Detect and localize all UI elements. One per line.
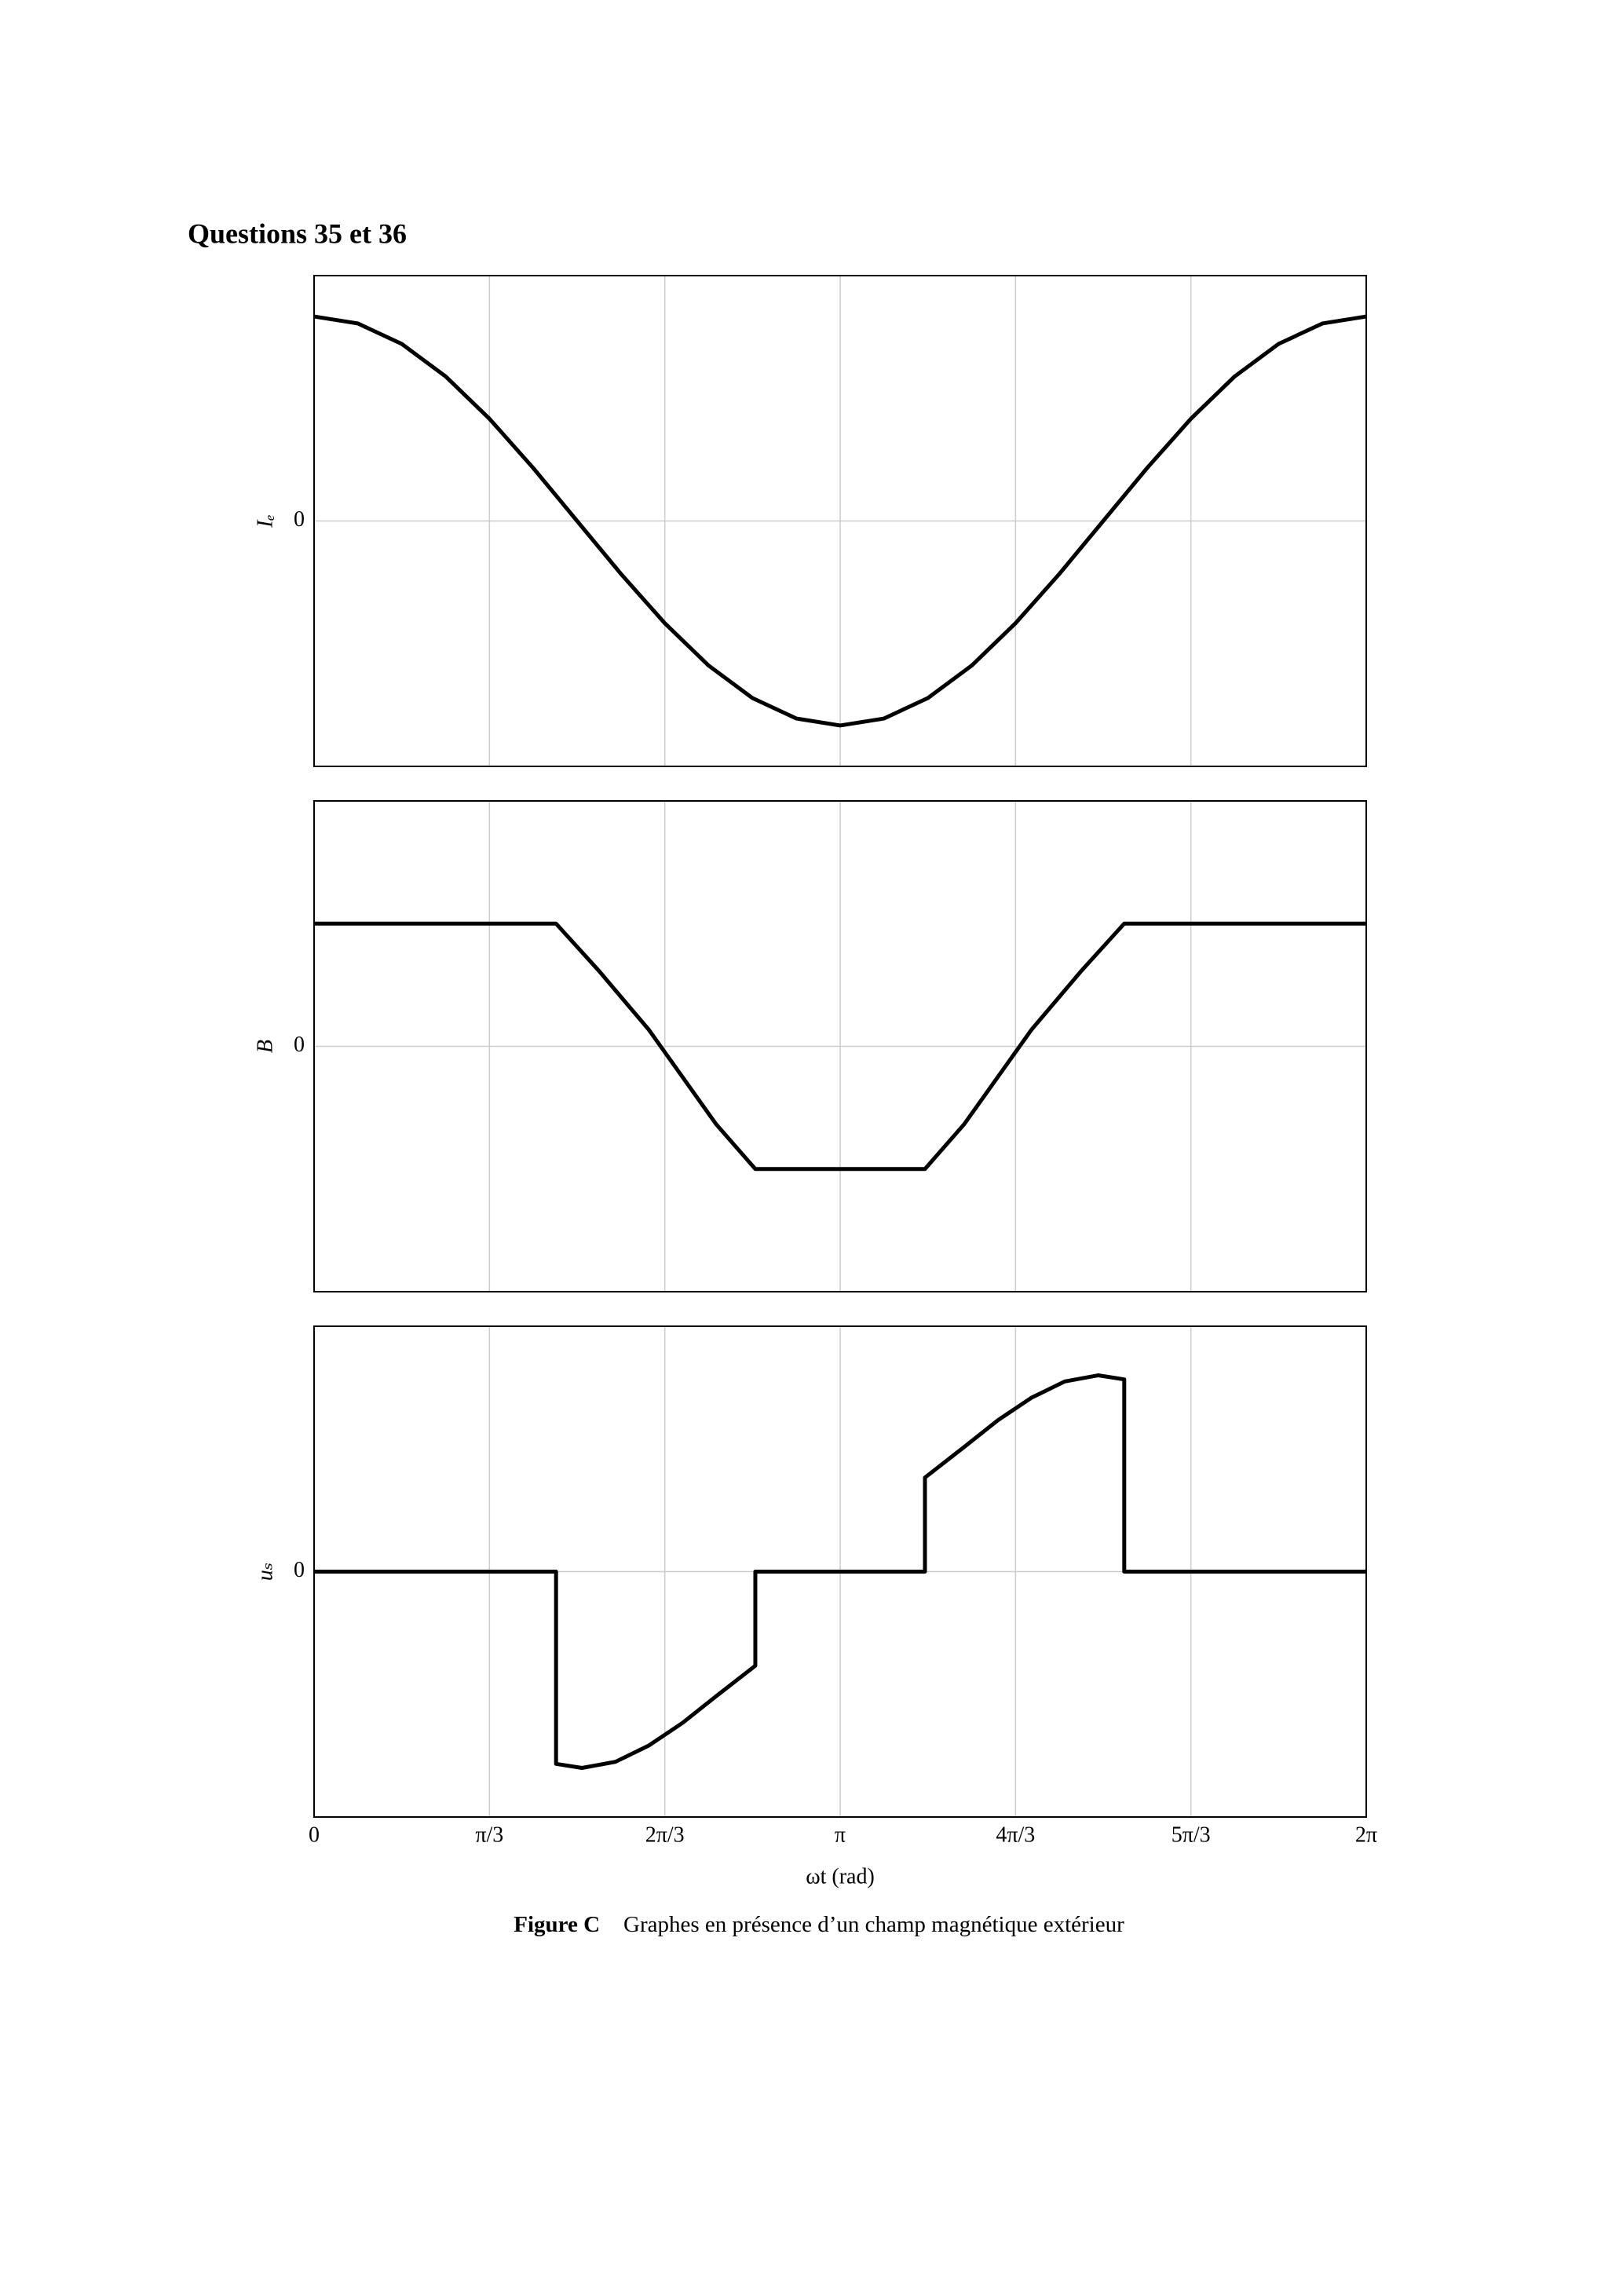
y-tick-label: 0 [294, 507, 305, 532]
caption-label: Figure C [514, 1912, 600, 1937]
plot-frame [313, 800, 1367, 1292]
x-tick-label: 2π/3 [645, 1823, 685, 1847]
y-axis-label: B [253, 1040, 277, 1053]
y-tick-label: 0 [294, 1558, 305, 1582]
x-tick-label: π [835, 1823, 846, 1847]
x-tick-label: 5π/3 [1172, 1823, 1211, 1847]
y-axis-label: uₛ [253, 1563, 277, 1581]
y-tick-label: 0 [294, 1033, 305, 1057]
page-title: Questions 35 et 36 [188, 218, 407, 249]
data-line [314, 1373, 1366, 1770]
data-line [313, 314, 1367, 728]
x-tick-label: 0 [309, 1823, 320, 1847]
x-tick-label: 4π/3 [996, 1823, 1035, 1847]
y-axis-label: Iₑ [253, 514, 277, 528]
caption: Figure C Graphes en présence d’un champ m… [514, 1912, 1124, 1937]
plot-frame [313, 275, 1367, 767]
x-axis-label: ωt (rad) [806, 1864, 875, 1888]
x-tick-label: π/3 [475, 1823, 503, 1847]
data-line [314, 921, 1366, 1172]
x-tick-label: 2π [1355, 1823, 1377, 1847]
caption-text: Graphes en présence d’un champ magnétiqu… [623, 1912, 1124, 1937]
